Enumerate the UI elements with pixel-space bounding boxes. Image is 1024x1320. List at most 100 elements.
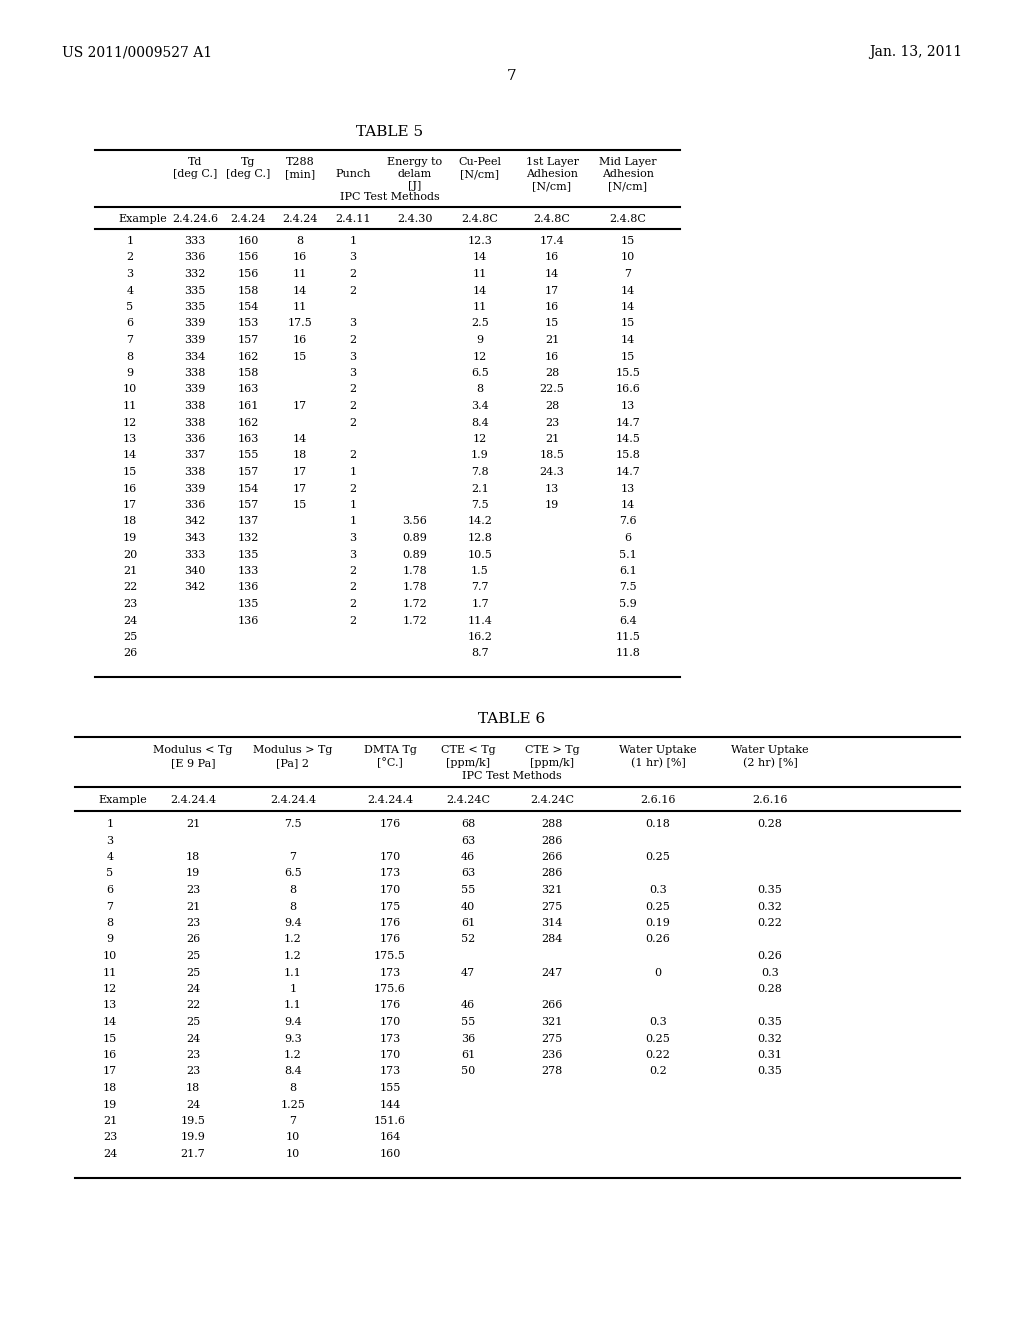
- Text: 14.5: 14.5: [615, 434, 640, 444]
- Text: 11.4: 11.4: [468, 615, 493, 626]
- Text: 161: 161: [238, 401, 259, 411]
- Text: 13: 13: [621, 401, 635, 411]
- Text: 0.31: 0.31: [758, 1049, 782, 1060]
- Text: 0.89: 0.89: [402, 533, 427, 543]
- Text: 1.2: 1.2: [284, 1049, 302, 1060]
- Text: (1 hr) [%]: (1 hr) [%]: [631, 758, 685, 768]
- Text: 24: 24: [123, 615, 137, 626]
- Text: [J]: [J]: [409, 181, 422, 191]
- Text: 8: 8: [290, 902, 297, 912]
- Text: 339: 339: [184, 483, 206, 494]
- Text: 1.5: 1.5: [471, 566, 488, 576]
- Text: 160: 160: [238, 236, 259, 246]
- Text: [ppm/k]: [ppm/k]: [445, 758, 490, 768]
- Text: 14.7: 14.7: [615, 467, 640, 477]
- Text: 10.5: 10.5: [468, 549, 493, 560]
- Text: 11.5: 11.5: [615, 632, 640, 642]
- Text: 2.1: 2.1: [471, 483, 488, 494]
- Text: 1.1: 1.1: [284, 1001, 302, 1011]
- Text: 14: 14: [473, 252, 487, 263]
- Text: 342: 342: [184, 582, 206, 593]
- Text: 21: 21: [186, 818, 200, 829]
- Text: 3: 3: [349, 252, 356, 263]
- Text: Modulus > Tg: Modulus > Tg: [253, 744, 333, 755]
- Text: 154: 154: [238, 302, 259, 312]
- Text: 63: 63: [461, 869, 475, 879]
- Text: 286: 286: [542, 836, 562, 846]
- Text: 22: 22: [186, 1001, 200, 1011]
- Text: 336: 336: [184, 500, 206, 510]
- Text: 6: 6: [625, 533, 632, 543]
- Text: 2.4.24.4: 2.4.24.4: [367, 795, 413, 805]
- Text: [E 9 Pa]: [E 9 Pa]: [171, 758, 215, 768]
- Text: 0.35: 0.35: [758, 884, 782, 895]
- Text: 136: 136: [238, 582, 259, 593]
- Text: 335: 335: [184, 285, 206, 296]
- Text: 0.26: 0.26: [758, 950, 782, 961]
- Text: 11: 11: [473, 302, 487, 312]
- Text: [N/cm]: [N/cm]: [608, 181, 647, 191]
- Text: 8: 8: [476, 384, 483, 395]
- Text: 339: 339: [184, 318, 206, 329]
- Text: 17.4: 17.4: [540, 236, 564, 246]
- Text: 14: 14: [621, 335, 635, 345]
- Text: Td: Td: [187, 157, 202, 168]
- Text: 10: 10: [286, 1133, 300, 1143]
- Text: 21: 21: [186, 902, 200, 912]
- Text: 17: 17: [293, 467, 307, 477]
- Text: 133: 133: [238, 566, 259, 576]
- Text: 9: 9: [126, 368, 133, 378]
- Text: 26: 26: [186, 935, 200, 945]
- Text: 7: 7: [290, 1115, 297, 1126]
- Text: 12: 12: [102, 983, 117, 994]
- Text: 135: 135: [238, 599, 259, 609]
- Text: 23: 23: [186, 917, 200, 928]
- Text: 19: 19: [123, 533, 137, 543]
- Text: 5: 5: [126, 302, 133, 312]
- Text: 12: 12: [473, 351, 487, 362]
- Text: 155: 155: [238, 450, 259, 461]
- Text: 55: 55: [461, 1016, 475, 1027]
- Text: 339: 339: [184, 335, 206, 345]
- Text: 339: 339: [184, 384, 206, 395]
- Text: 8.7: 8.7: [471, 648, 488, 659]
- Text: 17: 17: [293, 401, 307, 411]
- Text: 7.7: 7.7: [471, 582, 488, 593]
- Text: 164: 164: [379, 1133, 400, 1143]
- Text: 9: 9: [476, 335, 483, 345]
- Text: [Pa] 2: [Pa] 2: [276, 758, 309, 768]
- Text: 321: 321: [542, 884, 562, 895]
- Text: 157: 157: [238, 335, 259, 345]
- Text: 18: 18: [186, 851, 200, 862]
- Text: 11: 11: [123, 401, 137, 411]
- Text: 13: 13: [123, 434, 137, 444]
- Text: 333: 333: [184, 236, 206, 246]
- Text: 2.4.24C: 2.4.24C: [446, 795, 490, 805]
- Text: 3.4: 3.4: [471, 401, 488, 411]
- Text: 11: 11: [293, 302, 307, 312]
- Text: 0.35: 0.35: [758, 1067, 782, 1077]
- Text: 7.5: 7.5: [620, 582, 637, 593]
- Text: delam: delam: [398, 169, 432, 180]
- Text: 1: 1: [349, 516, 356, 527]
- Text: 15: 15: [293, 351, 307, 362]
- Text: Example: Example: [98, 795, 146, 805]
- Text: 5: 5: [106, 869, 114, 879]
- Text: 0.89: 0.89: [402, 549, 427, 560]
- Text: 28: 28: [545, 401, 559, 411]
- Text: 176: 176: [379, 1001, 400, 1011]
- Text: 4: 4: [126, 285, 133, 296]
- Text: 0.22: 0.22: [758, 917, 782, 928]
- Text: 156: 156: [238, 269, 259, 279]
- Text: 2: 2: [349, 401, 356, 411]
- Text: 23: 23: [123, 599, 137, 609]
- Text: 176: 176: [379, 917, 400, 928]
- Text: CTE < Tg: CTE < Tg: [440, 744, 496, 755]
- Text: 7: 7: [625, 269, 632, 279]
- Text: 7.8: 7.8: [471, 467, 488, 477]
- Text: 16: 16: [293, 335, 307, 345]
- Text: 3: 3: [349, 318, 356, 329]
- Text: 2.5: 2.5: [471, 318, 488, 329]
- Text: 153: 153: [238, 318, 259, 329]
- Text: 14.2: 14.2: [468, 516, 493, 527]
